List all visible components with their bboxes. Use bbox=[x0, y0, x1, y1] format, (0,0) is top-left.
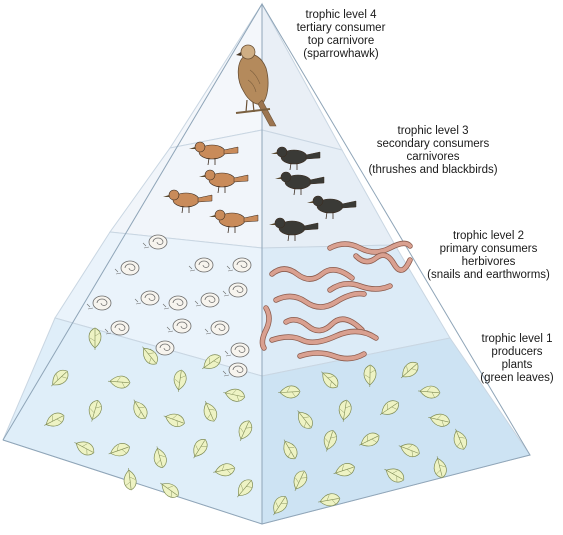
level-1-title: trophic level 1 bbox=[481, 333, 553, 345]
thrush-icon bbox=[209, 209, 259, 234]
level-2-label: trophic level 2 primary consumers herbiv… bbox=[416, 230, 561, 282]
snail-icon bbox=[134, 290, 160, 306]
level-4-title: trophic level 4 bbox=[305, 9, 377, 21]
snail-icon bbox=[204, 320, 230, 336]
leaf-icon bbox=[74, 441, 95, 456]
leaf-icon bbox=[153, 446, 167, 469]
level-3-example: (thrushes and blackbirds) bbox=[368, 164, 498, 176]
leaf-icon bbox=[173, 369, 187, 392]
leaf-icon bbox=[359, 432, 380, 447]
leaf-icon bbox=[428, 413, 451, 427]
thrush-icon bbox=[189, 141, 239, 166]
level-1-example: (green leaves) bbox=[480, 372, 554, 384]
snail-icon bbox=[222, 362, 248, 378]
level-3-title: trophic level 3 bbox=[397, 125, 469, 137]
leaf-icon bbox=[108, 375, 131, 389]
level-3-label: trophic level 3 secondary consumers carn… bbox=[353, 125, 513, 177]
leaf-icon bbox=[193, 439, 208, 459]
leaf-icon bbox=[108, 443, 130, 457]
leaf-icon bbox=[88, 327, 102, 350]
leaf-icon bbox=[293, 470, 308, 492]
leaf-icon bbox=[201, 354, 221, 370]
leaf-icon bbox=[160, 482, 179, 498]
leaf-icon bbox=[88, 400, 102, 422]
snail-icon bbox=[222, 282, 248, 298]
snail-icon bbox=[166, 318, 192, 334]
leaf-icon bbox=[278, 385, 301, 399]
blackbird-icon bbox=[275, 171, 325, 196]
snail-icon bbox=[86, 295, 112, 311]
leaf-icon bbox=[283, 439, 298, 460]
leaf-icon bbox=[51, 369, 69, 387]
level-4-role: tertiary consumer bbox=[296, 22, 386, 34]
sparrowhawk-icon bbox=[235, 44, 277, 127]
leaf-icon bbox=[213, 463, 236, 477]
snail-icon bbox=[114, 260, 140, 276]
blackbird-icon bbox=[271, 146, 321, 171]
leaf-icon bbox=[223, 388, 246, 402]
leaf-icon bbox=[142, 346, 158, 365]
thrush-icon bbox=[199, 169, 249, 194]
level-2-role: primary consumers bbox=[439, 243, 538, 255]
level-4-example: (sparrowhawk) bbox=[303, 48, 379, 60]
leaf-icon bbox=[318, 493, 341, 507]
leaf-icon bbox=[163, 413, 185, 427]
leaf-icon bbox=[379, 400, 399, 415]
tier-3-left-face bbox=[109, 129, 263, 249]
level-1-type: plants bbox=[501, 359, 533, 371]
leaf-icon bbox=[433, 456, 447, 479]
level-3-type: carnivores bbox=[406, 151, 460, 163]
snail-icon bbox=[194, 292, 220, 308]
organisms-layer bbox=[44, 44, 468, 516]
leaf-icon bbox=[238, 420, 253, 442]
leaf-icon bbox=[333, 463, 355, 477]
leaf-icon bbox=[203, 400, 218, 422]
level-1-label: trophic level 1 producers plants (green … bbox=[472, 333, 562, 385]
level-2-title: trophic level 2 bbox=[453, 230, 524, 242]
leaf-icon bbox=[123, 468, 137, 491]
leaf-icon bbox=[400, 362, 419, 379]
leaf-icon bbox=[363, 364, 377, 388]
thrush-icon bbox=[163, 189, 213, 214]
leaf-icon bbox=[297, 410, 313, 429]
level-2-example: (snails and earthworms) bbox=[427, 269, 550, 281]
leaf-icon bbox=[273, 496, 288, 516]
leaf-icon bbox=[237, 479, 253, 498]
level-4-type: top carnivore bbox=[307, 35, 375, 47]
snail-icon bbox=[162, 295, 188, 311]
blackbird-icon bbox=[269, 217, 319, 242]
leaf-icon bbox=[321, 371, 339, 389]
snail-icon bbox=[142, 234, 168, 250]
snail-icon bbox=[226, 257, 252, 273]
leaf-icon bbox=[384, 468, 405, 483]
level-1-role: producers bbox=[491, 346, 543, 358]
level-3-role: secondary consumers bbox=[376, 138, 490, 150]
snail-icon bbox=[104, 320, 130, 336]
leaf-icon bbox=[323, 430, 337, 452]
blackbird-icon bbox=[307, 195, 357, 220]
level-4-label: trophic level 4 tertiary consumer top ca… bbox=[276, 9, 406, 61]
snail-icon bbox=[188, 257, 214, 273]
snail-icon bbox=[224, 342, 250, 358]
level-2-type: herbivores bbox=[461, 256, 516, 268]
leaf-icon bbox=[398, 443, 420, 458]
leaf-icon bbox=[44, 412, 65, 427]
leaf-icon bbox=[453, 428, 468, 450]
leaf-icon bbox=[338, 399, 352, 422]
leaf-icon bbox=[418, 385, 441, 399]
leaf-icon bbox=[133, 399, 148, 419]
